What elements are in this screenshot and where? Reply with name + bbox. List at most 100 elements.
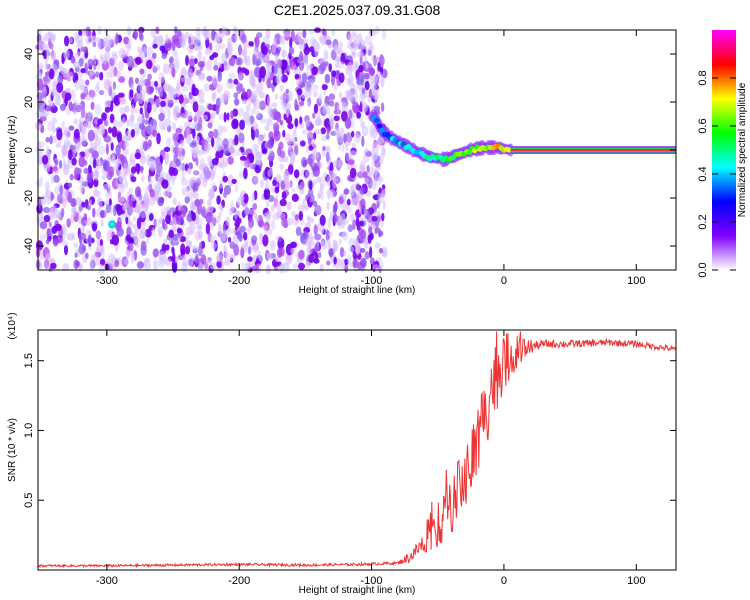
noise-speckle [179,139,185,147]
noise-speckle [323,90,327,96]
noise-speckle [325,39,332,46]
noise-speckle [315,117,323,126]
noise-speckle [225,216,231,227]
noise-speckle [247,256,253,262]
noise-speckle [71,157,77,166]
noise-speckle [46,228,51,238]
noise-speckle [70,89,76,101]
noise-speckle [73,128,80,139]
noise-speckle [294,98,298,111]
noise-speckle [323,61,329,67]
noise-speckle [328,63,333,73]
noise-speckle [184,185,189,197]
snr-x-tick-label: 100 [627,575,645,587]
noise-speckle [205,222,211,235]
noise-speckle [179,236,187,243]
noise-speckle [130,83,135,91]
noise-speckle [348,237,354,248]
noise-speckle [372,57,380,66]
noise-speckle [223,65,229,71]
noise-speckle [69,145,76,151]
noise-speckle [128,187,133,195]
noise-speckle [164,152,170,160]
noise-speckle [307,217,315,224]
noise-speckle [175,158,181,167]
noise-speckle [259,66,266,79]
noise-speckle [265,264,271,275]
noise-speckle [70,197,77,208]
noise-speckle [171,67,176,78]
noise-speckle [256,32,263,39]
noise-speckle [105,191,113,200]
noise-speckle [129,88,134,99]
noise-speckle [300,181,306,189]
noise-speckle [172,34,180,44]
noise-speckle [274,54,279,63]
noise-speckle [216,195,221,205]
noise-speckle [60,207,65,218]
noise-speckle [194,181,199,192]
noise-speckle [54,223,62,232]
noise-speckle [229,228,237,235]
spectrogram-x-ticks: -300 -200 -100 0 100 [96,30,645,287]
noise-speckle [218,223,222,235]
noise-speckle [219,113,225,121]
noise-speckle [163,188,170,198]
noise-speckle [195,26,201,37]
noise-speckle [151,128,157,137]
noise-speckle [276,78,280,86]
noise-speckle [352,101,359,114]
noise-speckle [188,240,192,250]
noise-speckle [195,253,199,265]
noise-speckle [354,133,361,144]
noise-speckle [331,29,336,36]
noise-speckle [354,90,359,103]
noise-speckle [219,179,224,189]
signal-band-core [510,148,676,152]
noise-speckle [37,196,42,208]
noise-speckle [361,102,368,114]
noise-speckle [36,179,43,188]
noise-speckle [73,259,79,270]
noise-speckle [251,192,255,203]
noise-speckle [304,204,309,211]
spectrogram-x-tick-label: 0 [501,275,507,287]
noise-speckle [50,105,58,114]
noise-speckle [320,127,326,135]
noise-speckle [287,90,293,102]
noise-speckle [223,30,229,36]
noise-speckle [325,227,329,239]
noise-speckle [279,163,285,171]
noise-speckle [348,246,355,253]
noise-speckle [272,122,280,132]
noise-speckle [94,170,99,181]
noise-speckle [45,238,50,245]
noise-speckle [75,196,82,206]
noise-speckle [116,70,122,80]
signal-blob [374,117,380,123]
noise-speckle [262,234,269,247]
noise-speckle [382,248,387,258]
noise-speckle [93,178,99,188]
noise-speckle [366,165,370,173]
noise-speckle [50,33,56,42]
noise-speckle [277,146,282,157]
noise-speckle [199,242,203,249]
noise-speckle [80,106,86,119]
noise-speckle [75,51,81,59]
noise-speckle [144,203,149,212]
noise-speckle [292,64,298,71]
noise-speckle [293,169,300,179]
noise-speckle [61,240,69,247]
noise-speckle [326,201,330,211]
noise-speckle [228,236,232,243]
noise-speckle [306,146,310,154]
noise-speckle [182,186,186,196]
noise-speckle [301,92,308,99]
noise-speckle [87,164,92,174]
noise-speckle [296,184,302,190]
noise-speckle [73,62,81,69]
noise-speckle [372,264,380,271]
noise-speckle [163,83,167,92]
noise-speckle [42,76,49,82]
